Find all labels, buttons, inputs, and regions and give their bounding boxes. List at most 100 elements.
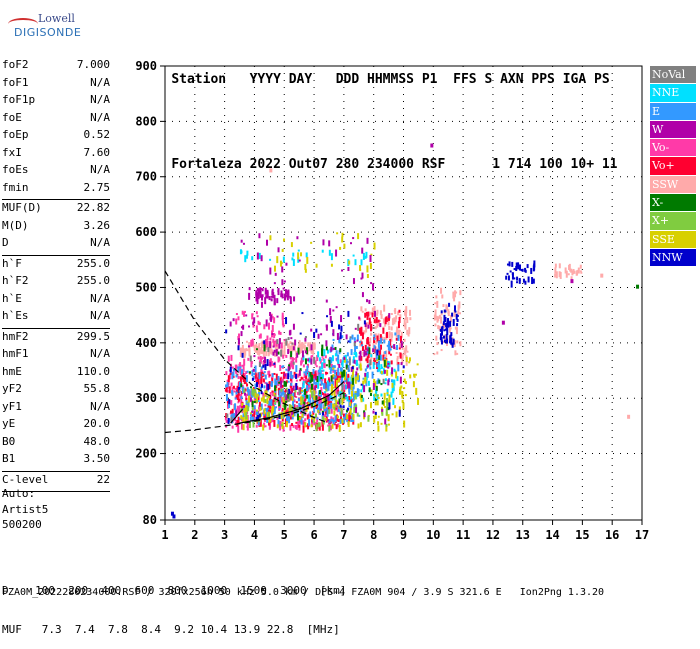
echo-mark xyxy=(442,335,445,339)
echo-mark xyxy=(354,341,357,344)
echo-mark xyxy=(281,320,284,326)
y-tick-label: 800 xyxy=(135,114,157,128)
echo-mark xyxy=(266,289,269,293)
x-tick-label: 12 xyxy=(486,528,500,542)
echo-mark xyxy=(374,411,377,415)
echo-mark xyxy=(343,416,346,423)
echo-mark xyxy=(267,384,270,391)
echo-mark xyxy=(300,252,303,257)
echo-mark xyxy=(367,380,370,386)
echo-mark xyxy=(387,319,390,326)
echo-mark xyxy=(301,342,304,349)
echo-mark xyxy=(307,378,310,384)
echo-mark xyxy=(365,352,368,356)
echo-mark xyxy=(281,350,284,358)
echo-mark xyxy=(230,400,233,406)
echo-mark xyxy=(245,375,248,383)
echo-mark xyxy=(246,425,249,428)
echo-mark xyxy=(269,400,272,406)
echo-mark xyxy=(441,294,444,299)
echo-mark xyxy=(325,407,328,411)
echo-mark xyxy=(362,351,365,355)
hdr-ps-label: PS xyxy=(594,72,610,87)
echo-mark xyxy=(519,264,522,271)
echo-mark xyxy=(295,379,298,382)
echo-mark xyxy=(322,369,325,372)
echo-mark xyxy=(273,333,276,336)
echo-mark xyxy=(328,382,331,387)
echo-mark xyxy=(245,400,248,408)
echo-mark xyxy=(268,374,271,377)
echo-mark xyxy=(333,365,336,369)
echo-mark xyxy=(295,350,298,356)
legend-item-nne: NNE xyxy=(650,84,696,102)
param-row-foep: foEp 0.52 xyxy=(2,128,110,146)
echo-mark xyxy=(281,384,284,388)
echo-mark xyxy=(251,400,254,407)
echo-mark xyxy=(359,359,362,364)
echo-mark xyxy=(391,382,394,388)
echo-mark xyxy=(237,376,240,380)
echo-mark xyxy=(258,322,261,326)
echo-mark xyxy=(330,367,333,372)
echo-mark xyxy=(248,287,251,291)
echo-mark xyxy=(253,400,256,403)
echo-mark xyxy=(310,390,313,398)
echo-mark xyxy=(387,362,390,365)
echo-mark xyxy=(391,367,394,375)
echo-mark xyxy=(338,363,341,368)
echo-mark xyxy=(242,324,245,330)
echo-mark xyxy=(287,366,290,372)
param-row-b0: B0 48.0 xyxy=(2,435,110,453)
echo-mark xyxy=(309,399,312,404)
echo-mark xyxy=(253,344,256,351)
echo-mark xyxy=(401,399,404,403)
echo-mark xyxy=(246,349,249,352)
echo-mark xyxy=(281,279,284,286)
echo-mark xyxy=(454,310,457,313)
echo-mark xyxy=(360,383,363,386)
echo-mark xyxy=(226,413,229,418)
echo-mark xyxy=(374,399,377,402)
param-separator xyxy=(2,470,110,472)
echo-mark xyxy=(257,400,260,403)
echo-mark xyxy=(268,296,271,301)
echo-mark xyxy=(341,360,344,368)
echo-mark xyxy=(278,330,281,335)
echo-mark xyxy=(234,403,237,411)
echo-mark xyxy=(274,385,277,392)
echo-mark xyxy=(437,325,440,330)
echo-mark xyxy=(340,325,343,332)
echo-mark xyxy=(342,413,345,417)
echo-mark xyxy=(372,383,375,391)
echo-mark xyxy=(356,367,359,371)
echo-mark xyxy=(387,343,390,349)
echo-mark xyxy=(301,358,304,362)
echo-mark xyxy=(293,371,296,375)
echo-mark xyxy=(300,347,303,353)
echo-mark xyxy=(393,317,396,325)
echo-mark xyxy=(241,326,244,329)
echo-mark xyxy=(555,271,558,279)
echo-mark xyxy=(368,387,371,393)
echo-mark xyxy=(336,405,339,413)
echo-mark xyxy=(398,347,401,350)
echo-mark xyxy=(301,377,304,380)
echo-mark xyxy=(312,342,315,349)
echo-mark xyxy=(349,338,352,344)
echo-mark xyxy=(285,354,288,358)
echo-mark xyxy=(351,412,354,419)
echo-mark xyxy=(455,313,458,320)
echo-mark xyxy=(364,376,367,384)
echo-mark xyxy=(576,270,579,276)
param-row-yf2: yF2 55.8 xyxy=(2,382,110,400)
echo-mark xyxy=(307,405,310,410)
echo-mark xyxy=(238,389,241,393)
echo-mark xyxy=(253,396,256,404)
echo-mark xyxy=(570,268,573,273)
x-tick-label: 3 xyxy=(221,528,228,542)
echo-mark xyxy=(350,403,353,410)
echo-mark xyxy=(291,395,294,401)
echo-mark xyxy=(391,333,394,338)
echo-mark xyxy=(273,349,276,353)
